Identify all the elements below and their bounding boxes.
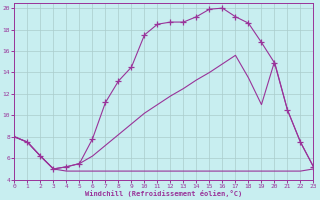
X-axis label: Windchill (Refroidissement éolien,°C): Windchill (Refroidissement éolien,°C) xyxy=(85,190,243,197)
